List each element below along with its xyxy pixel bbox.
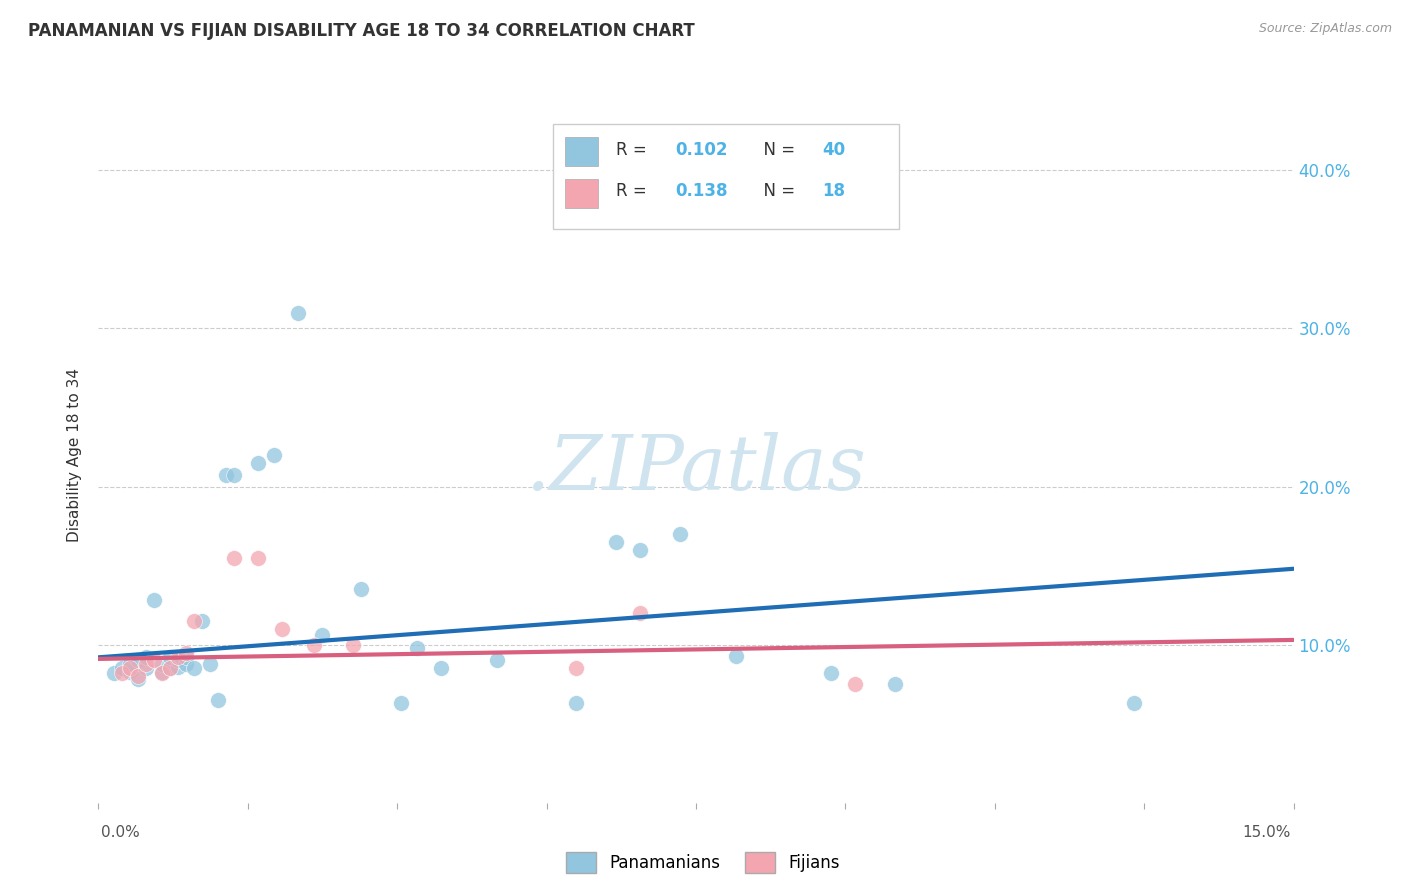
Point [207, 693, 229, 707]
Text: N =: N = [754, 182, 800, 200]
Point [389, 696, 412, 710]
Point [628, 606, 651, 620]
Point [215, 468, 238, 483]
Point [120, 661, 142, 675]
Point [191, 614, 214, 628]
Point [222, 550, 245, 565]
Text: N =: N = [754, 141, 800, 159]
Point [884, 677, 907, 691]
Point [183, 661, 205, 675]
Point [135, 657, 157, 671]
Point [246, 456, 269, 470]
Point [198, 657, 221, 671]
Text: 15.0%: 15.0% [1243, 825, 1291, 840]
Point [111, 661, 134, 675]
Point [167, 660, 190, 674]
Text: Source: ZipAtlas.com: Source: ZipAtlas.com [1258, 22, 1392, 36]
Point [565, 696, 588, 710]
FancyBboxPatch shape [565, 178, 598, 208]
Point [565, 661, 588, 675]
Text: R =: R = [616, 182, 652, 200]
Point [159, 661, 181, 675]
Point [605, 534, 627, 549]
Point [135, 661, 157, 675]
Point [724, 648, 747, 663]
Point [143, 653, 166, 667]
Text: 0.138: 0.138 [676, 182, 728, 200]
Point [127, 669, 149, 683]
Point [159, 661, 181, 675]
Point [844, 677, 866, 691]
Text: R =: R = [616, 141, 652, 159]
Point [143, 593, 166, 607]
Text: PANAMANIAN VS FIJIAN DISABILITY AGE 18 TO 34 CORRELATION CHART: PANAMANIAN VS FIJIAN DISABILITY AGE 18 T… [28, 22, 695, 40]
Point [342, 638, 364, 652]
Point [669, 527, 692, 541]
Text: .ZIPatlas: .ZIPatlas [526, 432, 866, 506]
Point [628, 542, 651, 557]
Text: 0.0%: 0.0% [101, 825, 141, 840]
Point [270, 622, 292, 636]
Point [1123, 696, 1146, 710]
Point [406, 640, 429, 655]
Point [127, 653, 149, 667]
Point [485, 653, 508, 667]
FancyBboxPatch shape [553, 124, 900, 229]
Point [150, 665, 173, 679]
Point [183, 614, 205, 628]
Point [222, 468, 245, 483]
Point [135, 650, 157, 665]
Point [174, 657, 197, 671]
Point [350, 582, 373, 597]
Point [430, 661, 453, 675]
FancyBboxPatch shape [565, 137, 598, 166]
Point [287, 305, 309, 319]
Text: 18: 18 [823, 182, 845, 200]
Point [820, 666, 842, 681]
Y-axis label: Disability Age 18 to 34: Disability Age 18 to 34 [67, 368, 83, 542]
Point [120, 657, 142, 671]
Point [120, 665, 142, 679]
Point [174, 646, 197, 660]
Text: 0.102: 0.102 [676, 141, 728, 159]
Point [167, 650, 190, 665]
Point [159, 650, 181, 665]
Point [150, 657, 173, 671]
Point [246, 550, 269, 565]
Point [127, 673, 149, 687]
Point [302, 638, 325, 652]
Point [111, 666, 134, 681]
Point [311, 628, 333, 642]
Point [103, 666, 125, 681]
Point [174, 650, 197, 665]
Point [150, 666, 173, 681]
Point [263, 448, 285, 462]
Legend: Panamanians, Fijians: Panamanians, Fijians [560, 846, 846, 880]
Point [167, 653, 190, 667]
Text: 40: 40 [823, 141, 846, 159]
